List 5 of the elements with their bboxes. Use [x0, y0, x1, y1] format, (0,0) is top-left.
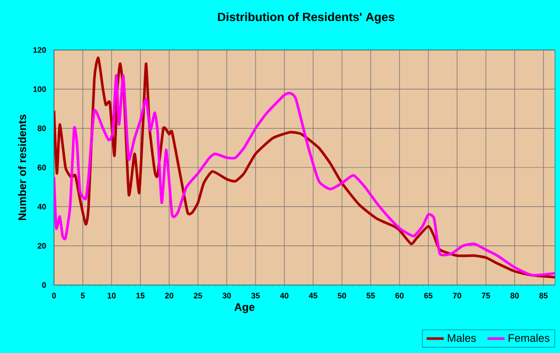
legend-label: Males: [448, 334, 476, 342]
legend-label: Females: [508, 334, 550, 342]
chart-title: Distribution of Residents' Ages: [218, 12, 394, 24]
y-axis-title: Number of residents: [18, 114, 26, 220]
x-axis-title: Age: [234, 303, 254, 314]
